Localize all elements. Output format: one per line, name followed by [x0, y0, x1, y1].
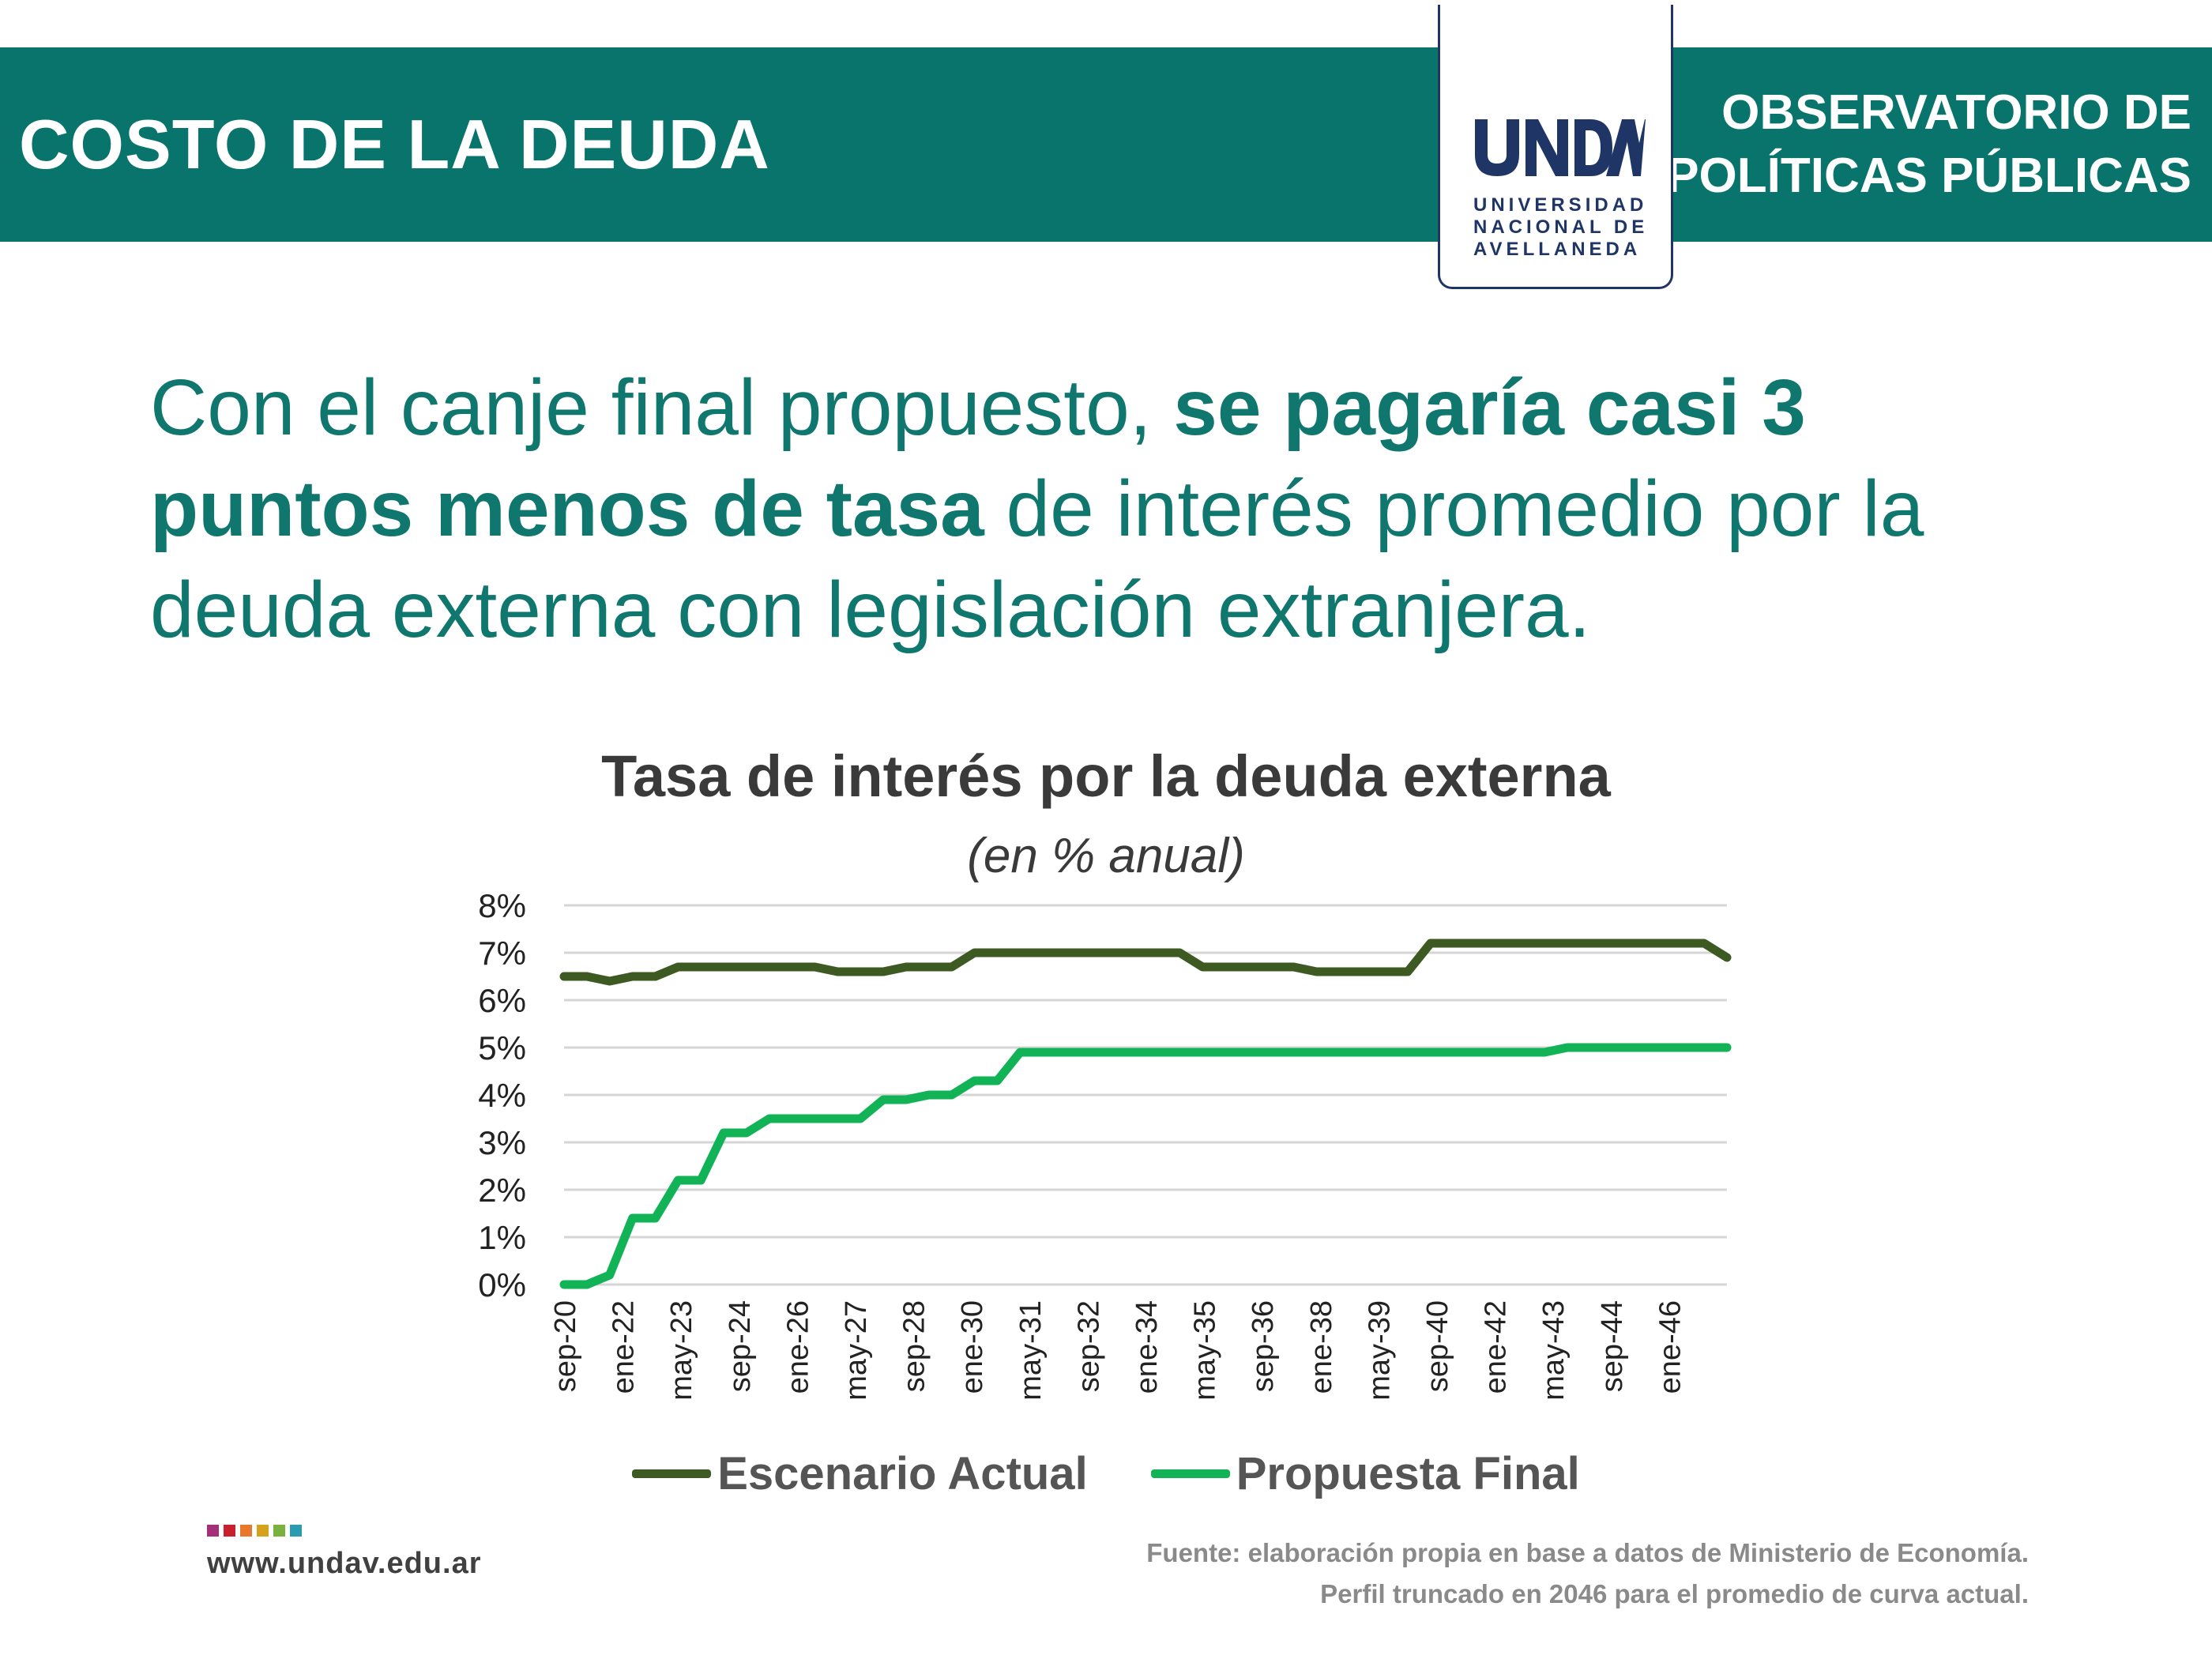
observatory-line-2: POLÍTICAS PÚBLICAS: [1666, 149, 2191, 203]
x-tick-label: sep-28: [898, 1300, 931, 1392]
x-tick-label: ene-38: [1305, 1300, 1338, 1394]
x-tick-label: may-23: [665, 1300, 698, 1401]
logo-sub-line-3: AVELLANEDA: [1473, 239, 1642, 260]
y-tick-label: 5%: [478, 1029, 526, 1066]
headline-part-1: Con el canje final propuesto,: [150, 363, 1174, 452]
legend-item-propuesta-final: Propuesta Final: [1150, 1447, 1580, 1500]
headline-part-2: de interés promedio por la deuda externa…: [150, 465, 1924, 654]
x-tick-label: ene-46: [1653, 1300, 1687, 1394]
x-tick-label: sep-20: [549, 1300, 582, 1392]
headline: Con el canje final propuesto, se pagaría…: [150, 357, 2086, 660]
color-square: [240, 1525, 252, 1537]
y-tick-label: 1%: [478, 1219, 526, 1256]
y-tick-label: 6%: [478, 982, 526, 1019]
header-banner: [0, 47, 2212, 242]
y-tick-label: 2%: [478, 1172, 526, 1209]
color-square: [224, 1525, 235, 1537]
x-tick-label: may-35: [1189, 1300, 1222, 1401]
logo-sub-line-1: UNIVERSIDAD: [1473, 194, 1648, 216]
y-tick-label: 3%: [478, 1124, 526, 1161]
color-square: [273, 1525, 285, 1537]
y-tick-label: 0%: [478, 1266, 526, 1304]
chart-legend: Escenario Actual Propuesta Final: [0, 1447, 2212, 1500]
x-tick-label: sep-24: [724, 1300, 757, 1392]
x-tick-label: sep-40: [1421, 1300, 1454, 1392]
legend-item-escenario-actual: Escenario Actual: [632, 1447, 1088, 1500]
x-tick-label: ene-26: [781, 1300, 814, 1394]
source-line-2: Perfil truncado en 2046 para el promedio…: [1320, 1579, 2029, 1608]
y-tick-label: 8%: [478, 887, 526, 924]
legend-label-propuesta-final: Propuesta Final: [1236, 1448, 1580, 1499]
line-chart: 0% 1% 2% 3% 4% 5% 6% 7% 8% sep-20 ene-22 may-23 sep-…: [478, 887, 1732, 1401]
observatory-title: OBSERVATORIO DE POLÍTICAS PÚBLICAS: [1666, 47, 2191, 242]
undav-logo-mark: [1475, 119, 1646, 176]
x-tick-label: may-31: [1014, 1300, 1048, 1401]
series-line-propuesta-final: [559, 1043, 1732, 1289]
legend-label-escenario-actual: Escenario Actual: [717, 1448, 1088, 1499]
website-url[interactable]: www.undav.edu.ar: [207, 1547, 482, 1580]
x-tick-label: ene-34: [1130, 1300, 1164, 1394]
series-line-escenario-actual: [559, 939, 1732, 986]
color-square: [207, 1525, 219, 1537]
x-tick-label: may-39: [1363, 1300, 1396, 1401]
color-squares-decoration: [207, 1525, 302, 1537]
color-square: [257, 1525, 269, 1537]
y-tick-label: 4%: [478, 1077, 526, 1114]
legend-swatch-escenario-actual: [632, 1469, 712, 1478]
x-tick-label: may-43: [1537, 1300, 1571, 1401]
x-tick-label: may-27: [840, 1300, 873, 1401]
color-square: [290, 1525, 302, 1537]
x-tick-label: ene-42: [1480, 1300, 1513, 1394]
legend-swatch-propuesta-final: [1150, 1469, 1230, 1478]
source-line-1: Fuente: elaboración propia en base a dat…: [1146, 1538, 2029, 1567]
x-tick-label: sep-32: [1072, 1300, 1105, 1392]
x-tick-label: sep-36: [1247, 1300, 1280, 1392]
chart-title: Tasa de interés por la deuda externa: [601, 743, 1611, 809]
observatory-line-1: OBSERVATORIO DE: [1721, 85, 2191, 140]
x-tick-label: ene-30: [956, 1300, 989, 1394]
y-tick-label: 7%: [478, 935, 526, 972]
headline-bold: se pagaría casi 3 puntos menos de tasa: [150, 363, 1806, 553]
x-tick-label: ene-22: [608, 1300, 641, 1394]
university-logo: UNIVERSIDAD NACIONAL DE AVELLANEDA: [1438, 5, 1673, 289]
x-tick-label: sep-44: [1596, 1300, 1629, 1392]
source-note: Fuente: elaboración propia en base a dat…: [1146, 1533, 2029, 1615]
logo-sub-line-2: NACIONAL DE: [1473, 216, 1649, 238]
logo-subtitle: UNIVERSIDAD NACIONAL DE AVELLANEDA: [1473, 194, 1655, 261]
chart-subtitle: (en % anual): [967, 829, 1245, 883]
section-title: COSTO DE LA DEUDA: [19, 105, 770, 183]
